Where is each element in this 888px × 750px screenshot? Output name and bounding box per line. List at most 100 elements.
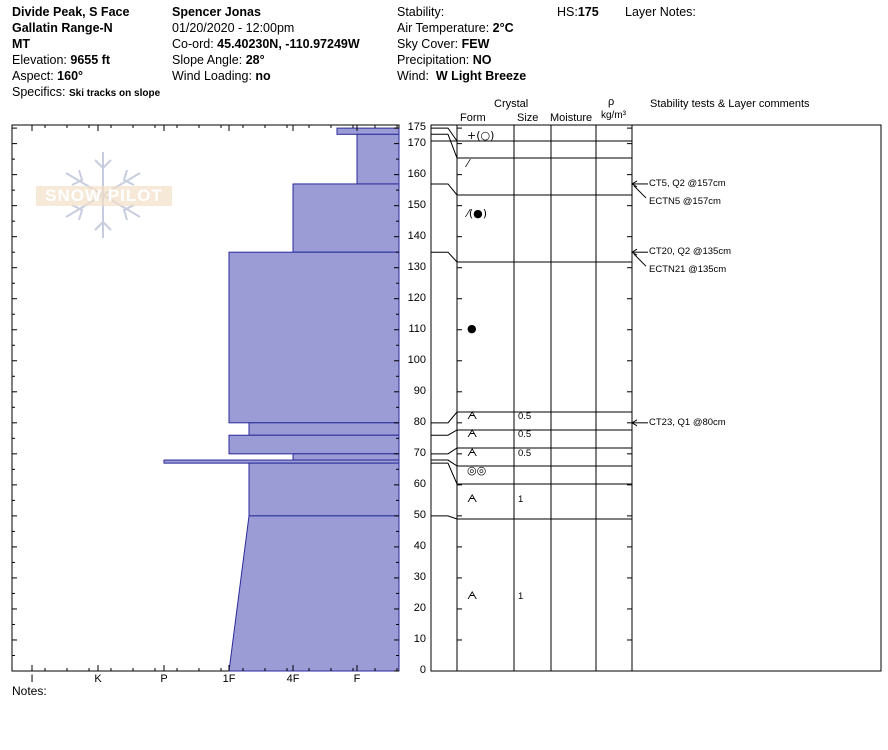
air-temp-label: Air Temperature: bbox=[397, 21, 490, 35]
layer-boundary-2 bbox=[431, 183, 632, 196]
hardness-label: 1F bbox=[222, 673, 236, 685]
wind-loading-value: no bbox=[255, 69, 271, 83]
snowflake-icon bbox=[65, 152, 141, 238]
density-rho-header: ρ bbox=[608, 96, 615, 108]
elevation-value: 9655 ft bbox=[70, 53, 110, 67]
hs-value: 175 bbox=[577, 5, 599, 19]
grain-form-symbol: ᗅ bbox=[467, 408, 478, 422]
header-weather-block: Stability: Air Temperature: 2°C Sky Cove… bbox=[397, 4, 526, 84]
hardness-label: F bbox=[353, 673, 361, 685]
grain-form-symbol: ⁄ bbox=[467, 157, 469, 171]
stability-test-comment: CT23, Q1 @80cm bbox=[649, 416, 726, 428]
hardness-label: 4F bbox=[286, 673, 300, 685]
range-name: Gallatin Range-N bbox=[12, 21, 113, 35]
axis-ticks bbox=[12, 125, 632, 672]
wind-label: Wind: bbox=[397, 69, 429, 83]
hardness-layer-4 bbox=[248, 422, 400, 436]
observer-name: Spencer Jonas bbox=[172, 5, 261, 19]
header-location-block: Divide Peak, S Face Gallatin Range-N MT … bbox=[12, 4, 160, 102]
height-tick-label: 130 bbox=[407, 260, 426, 273]
height-tick-label: 20 bbox=[413, 601, 426, 614]
grain-form-symbol: ◎◎ bbox=[467, 464, 487, 478]
height-tick-label: 120 bbox=[407, 291, 426, 304]
hardness-layer-5 bbox=[228, 434, 400, 455]
grain-form-symbol: ᗅ bbox=[467, 445, 478, 459]
air-temp-value: 2°C bbox=[492, 21, 514, 35]
sky-cover-value: FEW bbox=[461, 37, 490, 51]
layer-boundary-9 bbox=[431, 515, 632, 520]
stability-test-comment: ECTN5 @157cm bbox=[649, 195, 721, 207]
observation-datetime: 01/20/2020 - 12:00pm bbox=[172, 21, 295, 35]
stability-test-comment: CT5, Q2 @157cm bbox=[649, 177, 726, 189]
height-tick-label: 40 bbox=[413, 539, 426, 552]
wind-loading-label: Wind Loading: bbox=[172, 69, 252, 83]
layer-boundary-lines bbox=[431, 127, 632, 520]
specifics-label: Specifics: bbox=[12, 85, 66, 99]
hardness-layer-1 bbox=[356, 133, 400, 185]
grain-size-value: 0.5 bbox=[518, 410, 532, 422]
grain-form-symbol: ⁄(●) bbox=[467, 206, 488, 220]
stability-test-comment: CT20, Q2 @135cm bbox=[649, 246, 731, 258]
hardness-layer-0 bbox=[336, 127, 400, 135]
snowpilot-watermark-text: SNOW PILOT bbox=[45, 186, 163, 205]
grain-size-value: 1 bbox=[518, 590, 524, 602]
hardness-label: K bbox=[94, 673, 102, 685]
sky-cover-label: Sky Cover: bbox=[397, 37, 459, 51]
grain-form-symbol: ᗅ bbox=[467, 492, 478, 506]
layer-table-frame bbox=[430, 124, 882, 672]
grain-size-value: 0.5 bbox=[518, 429, 532, 441]
hardness-label: P bbox=[160, 673, 168, 685]
test-arrowhead-1 bbox=[631, 248, 638, 256]
height-tick-label: 150 bbox=[407, 198, 426, 211]
crystal-header: Crystal bbox=[494, 98, 529, 110]
grain-form-symbol: ● bbox=[467, 321, 477, 335]
layer-boundary-4 bbox=[431, 411, 632, 424]
hs-label: HS: bbox=[557, 5, 578, 19]
height-tick-label: 100 bbox=[407, 353, 426, 366]
test-arrow2-1 bbox=[633, 253, 647, 267]
state-name: MT bbox=[12, 37, 31, 51]
header-observer-block: Spencer Jonas 01/20/2020 - 12:00pm Co-or… bbox=[172, 4, 360, 84]
stability-label: Stability: bbox=[397, 5, 445, 19]
layer-boundary-1 bbox=[431, 133, 632, 159]
precipitation-label: Precipitation: bbox=[397, 53, 470, 67]
height-tick-label: 160 bbox=[407, 167, 426, 180]
precipitation-value: NO bbox=[472, 53, 492, 67]
layer-notes-label: Layer Notes: bbox=[625, 5, 696, 19]
hs-block: HS:175 bbox=[557, 4, 599, 20]
hardness-layer-6 bbox=[292, 453, 400, 461]
height-tick-label: 170 bbox=[407, 136, 426, 149]
hardness-layer-8 bbox=[248, 462, 400, 517]
layer-boundary-7 bbox=[431, 459, 632, 467]
hardness-layer-2 bbox=[292, 183, 400, 253]
height-tick-label: 0 bbox=[419, 664, 426, 676]
test-arrowhead-0 bbox=[631, 180, 638, 188]
test-arrowhead-2 bbox=[631, 419, 638, 427]
grain-form-symbol: ᗅ bbox=[467, 588, 478, 602]
height-tick-label: 70 bbox=[413, 446, 426, 459]
hardness-layer-3 bbox=[228, 251, 400, 424]
layer-boundary-3 bbox=[431, 251, 632, 263]
wind-value: W Light Breeze bbox=[435, 69, 527, 83]
elevation-label: Elevation: bbox=[12, 53, 67, 67]
snowpilot-watermark: SNOW PILOT bbox=[36, 152, 172, 238]
grain-form-symbol: ᗅ bbox=[467, 427, 478, 441]
layer-boundary-0 bbox=[431, 127, 632, 142]
height-tick-label: 30 bbox=[413, 570, 426, 583]
height-tick-label: 80 bbox=[413, 415, 426, 428]
slope-angle-value: 28° bbox=[245, 53, 265, 67]
location-title: Divide Peak, S Face bbox=[12, 5, 130, 19]
aspect-value: 160° bbox=[57, 69, 84, 83]
layer-boundary-8 bbox=[431, 462, 632, 485]
aspect-label: Aspect: bbox=[12, 69, 54, 83]
size-header: Size bbox=[517, 112, 539, 124]
stability-test-markers bbox=[631, 180, 648, 427]
height-tick-label: 10 bbox=[413, 632, 426, 645]
stability-tests-header: Stability tests & Layer comments bbox=[650, 98, 810, 110]
form-header: Form bbox=[460, 112, 486, 124]
stability-test-comment: ECTN21 @135cm bbox=[649, 264, 727, 276]
height-tick-label: 140 bbox=[407, 229, 426, 242]
height-tick-label: 175 bbox=[407, 121, 426, 134]
